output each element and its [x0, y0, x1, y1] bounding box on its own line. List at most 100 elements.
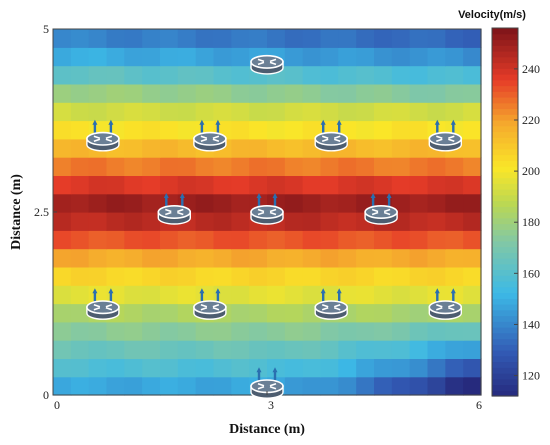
- heatmap-cell: [177, 175, 197, 195]
- heatmap-cell: [70, 193, 90, 213]
- colorbar-segment: [492, 292, 518, 299]
- heatmap-cell: [445, 175, 464, 195]
- heatmap-cell: [177, 303, 197, 323]
- heatmap-cell: [177, 248, 197, 268]
- heatmap-cell: [463, 303, 482, 323]
- heatmap-cell: [70, 175, 90, 195]
- heatmap-cell: [302, 376, 322, 396]
- heatmap-cell: [160, 340, 179, 359]
- colorbar-segment: [492, 223, 518, 230]
- heatmap-cell: [463, 193, 482, 213]
- heatmap-cell: [231, 29, 250, 48]
- heatmap-cell: [124, 230, 143, 250]
- colorbar-segment: [492, 321, 518, 328]
- heatmap-cell: [463, 120, 482, 140]
- heatmap-cell: [320, 193, 339, 213]
- heatmap-cell: [53, 29, 72, 48]
- heatmap-cell: [249, 83, 268, 103]
- heatmap-cell: [463, 285, 482, 305]
- colorbar-segment: [492, 131, 518, 138]
- heatmap-cell: [213, 358, 232, 378]
- colorbar-segment: [492, 390, 518, 397]
- heatmap-cell: [231, 303, 250, 323]
- colorbar-segment: [492, 304, 518, 311]
- heatmap-cell: [249, 138, 268, 158]
- heatmap-cell: [445, 266, 464, 286]
- heatmap-cell: [284, 230, 304, 250]
- heatmap-cell: [106, 83, 125, 103]
- heatmap-cell: [409, 65, 429, 85]
- heatmap-cell: [391, 266, 411, 286]
- heatmap-cell: [53, 376, 72, 396]
- heatmap-cell: [409, 303, 429, 323]
- colorbar-segment: [492, 235, 518, 242]
- heatmap-cell: [195, 193, 215, 213]
- heatmap-cell: [106, 65, 125, 85]
- heatmap-cell: [142, 120, 161, 140]
- heatmap-cell: [142, 321, 161, 341]
- heatmap-cell: [231, 65, 250, 85]
- heatmap-cell: [53, 120, 72, 140]
- heatmap-cell: [70, 157, 90, 176]
- heatmap-cell: [106, 102, 125, 122]
- x-axis-label: Distance (m): [229, 422, 305, 437]
- heatmap-cell: [88, 248, 108, 268]
- heatmap-cell: [195, 47, 215, 67]
- heatmap-cell: [142, 340, 161, 359]
- heatmap-cell: [463, 340, 482, 359]
- heatmap-cell: [231, 175, 250, 195]
- heatmap-cell: [88, 83, 108, 103]
- colorbar-segment: [492, 143, 518, 150]
- heatmap-cell: [374, 376, 393, 396]
- colorbar-segment: [492, 315, 518, 322]
- colorbar-segment: [492, 56, 518, 64]
- heatmap-cell: [106, 29, 125, 48]
- heatmap-cell: [53, 266, 72, 286]
- colorbar-tick-label: 160: [522, 266, 540, 280]
- heatmap-cell: [463, 157, 482, 176]
- heatmap-cell: [302, 175, 322, 195]
- heatmap-cell: [231, 47, 250, 67]
- heatmap-cell: [445, 376, 464, 396]
- heatmap-cell: [160, 358, 179, 378]
- heatmap-cell: [302, 29, 322, 48]
- heatmap-cell: [338, 29, 357, 48]
- heatmap-cell: [356, 65, 375, 85]
- heatmap-cell: [427, 248, 446, 268]
- heatmap-cell: [106, 358, 125, 378]
- colorbar-segment: [492, 332, 518, 340]
- heatmap-cell: [374, 120, 393, 140]
- heatmap-cell: [391, 358, 411, 378]
- heatmap-cell: [374, 266, 393, 286]
- heatmap-cell: [320, 175, 339, 195]
- heatmap-cell: [142, 193, 161, 213]
- heatmap-cell: [177, 285, 197, 305]
- colorbar-segment: [492, 212, 518, 219]
- colorbar-tick-label: 180: [522, 215, 540, 229]
- colorbar-segment: [492, 160, 518, 167]
- heatmap-cell: [267, 321, 286, 341]
- heatmap-cell: [213, 248, 232, 268]
- heatmap-cell: [391, 248, 411, 268]
- heatmap-cell: [106, 212, 125, 231]
- heatmap-cell: [160, 102, 179, 122]
- heatmap-cell: [320, 47, 339, 67]
- heatmap-cell: [124, 120, 143, 140]
- heatmap-cell: [356, 321, 375, 341]
- heatmap-cell: [70, 138, 90, 158]
- heatmap-cell: [463, 248, 482, 268]
- heatmap-cell: [195, 29, 215, 48]
- heatmap-cell: [213, 230, 232, 250]
- heatmap-cell: [409, 248, 429, 268]
- heatmap-cell: [356, 120, 375, 140]
- heatmap-cell: [53, 340, 72, 359]
- heatmap-cell: [445, 157, 464, 176]
- heatmap-cell: [409, 230, 429, 250]
- heatmap-cell: [177, 83, 197, 103]
- heatmap-cell: [160, 138, 179, 158]
- heatmap-cell: [267, 29, 286, 48]
- heatmap-cell: [249, 248, 268, 268]
- heatmap-cell: [70, 358, 90, 378]
- heatmap-cell: [463, 83, 482, 103]
- heatmap-cell: [249, 120, 268, 140]
